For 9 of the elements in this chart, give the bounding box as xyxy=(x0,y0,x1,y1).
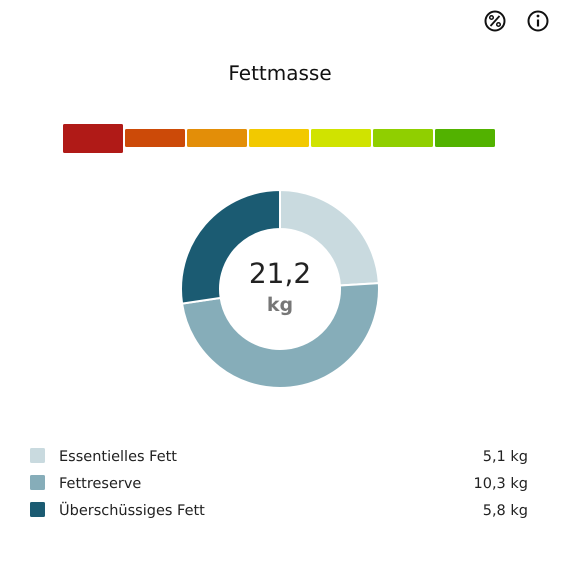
legend-label: Überschüssiges Fett xyxy=(59,501,206,519)
text: kg xyxy=(266,294,294,316)
data-label: 5,1 kg xyxy=(482,449,528,465)
data-label: 10,3 kg xyxy=(474,476,528,492)
data-label: 5,8 kg xyxy=(482,503,528,519)
legend-label: Fettreserve xyxy=(59,476,142,492)
chart-title: Fettmasse xyxy=(228,61,332,85)
text: 21,2 xyxy=(248,257,312,290)
legend-label: Essentielles Fett xyxy=(59,449,178,465)
